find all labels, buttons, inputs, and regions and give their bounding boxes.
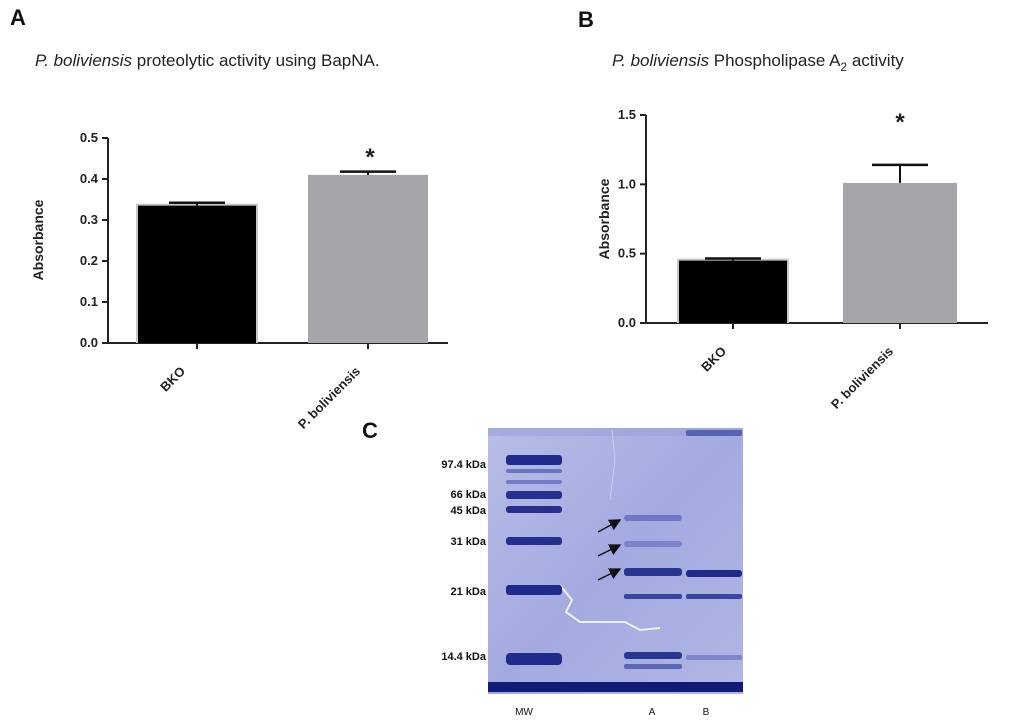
lane-b-band (686, 655, 742, 660)
chart-b-title-text: Phospholipase A (709, 51, 841, 70)
lane-label-mw: MW (515, 707, 533, 718)
chart-a-bar (308, 174, 428, 343)
chart-b-significance-marker: * (895, 109, 905, 136)
chart-b-bar (843, 182, 957, 323)
chart-a-y-tick-label: 0.4 (80, 171, 99, 186)
chart-a-title: P. boliviensis proteolytic activity usin… (35, 51, 380, 70)
marker-label: 21 kDa (451, 586, 487, 598)
marker-label: 14.4 kDa (441, 651, 487, 663)
chart-b: P. boliviensis Phospholipase A2 activity… (596, 51, 988, 412)
mw-band (506, 455, 562, 465)
arrow-icon (597, 519, 622, 533)
chart-a-bar (138, 205, 256, 343)
lane-label-a: A (649, 707, 656, 718)
chart-a: P. boliviensis proteolytic activity usin… (30, 51, 448, 432)
gel-crack (559, 584, 661, 632)
lane-b-band (686, 570, 742, 577)
arrow-icon (597, 568, 622, 581)
chart-b-y-tick-label: 0.0 (618, 315, 636, 330)
chart-b-category-label: P. boliviensis (828, 344, 896, 412)
marker-label: 31 kDa (451, 536, 487, 548)
chart-b-title-end: activity (847, 51, 904, 70)
chart-b-title: P. boliviensis Phospholipase A2 activity (612, 51, 904, 74)
mw-band (506, 506, 562, 513)
lane-a-band (624, 652, 682, 659)
marker-label: 45 kDa (451, 505, 487, 517)
chart-a-category-label: BKO (157, 364, 188, 395)
marker-label: 66 kDa (451, 489, 487, 501)
lane-label-b: B (703, 707, 710, 718)
lane-a-band (624, 515, 682, 521)
chart-b-title-subscript: 2 (840, 60, 847, 74)
chart-b-category-label: BKO (698, 344, 729, 375)
arrow-icon (597, 544, 622, 557)
chart-b-y-axis-label: Absorbance (596, 178, 612, 259)
chart-a-y-tick-label: 0.3 (80, 212, 98, 227)
chart-b-title-species: P. boliviensis (612, 51, 710, 70)
lane-a-band (624, 568, 682, 576)
gel-dye-front (488, 682, 743, 692)
gel-top-edge (488, 428, 743, 436)
lane-a-band (624, 664, 682, 669)
mw-band (506, 537, 562, 545)
mw-band (506, 585, 562, 595)
chart-a-y-axis-label: Absorbance (30, 199, 46, 280)
chart-b-bar (679, 260, 787, 323)
sds-page-gel: 97.4 kDa 66 kDa 45 kDa 31 kDa 21 kDa 14.… (441, 428, 743, 718)
chart-a-y-tick-label: 0.1 (80, 294, 98, 309)
mw-band (506, 491, 562, 499)
gel-crack-faint (609, 429, 616, 501)
chart-b-y-tick-label: 0.5 (618, 246, 636, 261)
chart-a-y-tick-label: 0.0 (80, 335, 98, 350)
chart-a-category-label: P. boliviensis (295, 364, 363, 432)
chart-b-y-tick-label: 1.0 (618, 176, 636, 191)
lane-b-band (686, 594, 742, 599)
chart-b-y-tick-label: 1.5 (618, 107, 636, 122)
marker-label: 97.4 kDa (441, 459, 487, 471)
chart-a-significance-marker: * (365, 144, 375, 171)
panel-label-a: A (10, 5, 26, 30)
chart-a-y-tick-label: 0.5 (80, 130, 98, 145)
chart-a-title-text: proteolytic activity using BapNA. (132, 51, 380, 70)
lane-a-band (624, 541, 682, 547)
chart-a-y-tick-label: 0.2 (80, 253, 98, 268)
mw-band (506, 469, 562, 473)
panel-label-b: B (578, 7, 594, 32)
mw-band (506, 480, 562, 484)
chart-a-title-species: P. boliviensis (35, 51, 133, 70)
lane-a-band (624, 594, 682, 599)
mw-band (506, 653, 562, 665)
lane-b-band (686, 430, 742, 436)
panel-label-c: C (362, 418, 378, 443)
